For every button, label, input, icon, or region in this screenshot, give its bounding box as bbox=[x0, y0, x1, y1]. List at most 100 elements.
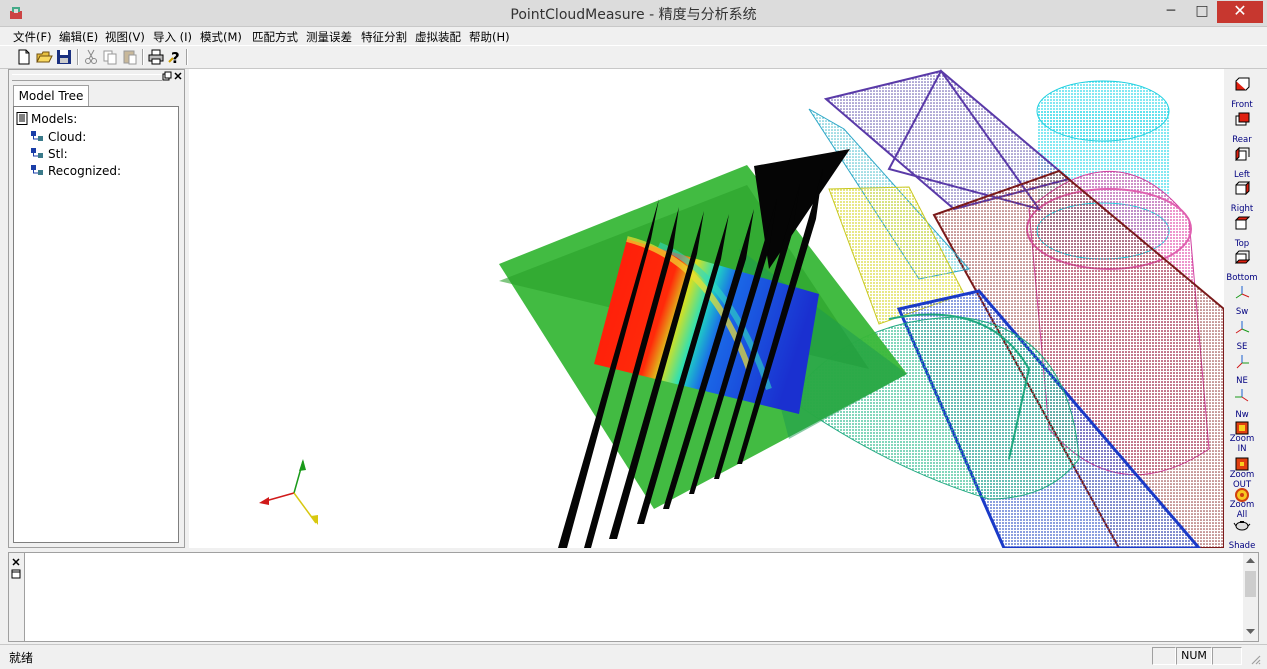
tree-item-stl[interactable]: Stl: bbox=[31, 147, 68, 161]
view-bottom-button[interactable]: Bottom bbox=[1225, 250, 1259, 284]
cube-bottom-icon bbox=[1234, 250, 1251, 264]
menu-mode[interactable]: 模式(M) bbox=[200, 30, 242, 44]
view-rear-button[interactable]: Rear bbox=[1225, 112, 1259, 146]
help-icon[interactable]: ? bbox=[166, 48, 184, 66]
axes-nw-icon bbox=[1235, 389, 1249, 402]
paste-icon[interactable] bbox=[121, 48, 139, 66]
view-label: Right bbox=[1230, 204, 1254, 214]
view-sw-button[interactable]: Sw bbox=[1225, 284, 1259, 318]
tree-item-recognized[interactable]: Recognized: bbox=[31, 164, 121, 178]
tree-item-label: Models: bbox=[31, 112, 78, 126]
svg-text:?: ? bbox=[171, 49, 180, 66]
tree-item-label: Stl: bbox=[48, 147, 68, 161]
zoom-all-icon bbox=[1235, 488, 1249, 502]
status-text: 就绪 bbox=[9, 651, 34, 665]
zoom-all-button[interactable]: Zoom All bbox=[1225, 487, 1259, 521]
view-ne-button[interactable]: NE bbox=[1225, 353, 1259, 387]
view-label: Zoom OUT bbox=[1229, 470, 1255, 490]
print-icon[interactable] bbox=[147, 48, 165, 66]
view-label: Top bbox=[1234, 239, 1250, 249]
view-label: Zoom IN bbox=[1229, 434, 1255, 454]
minimize-button[interactable]: ─ bbox=[1166, 3, 1176, 19]
cube-front-icon bbox=[1235, 77, 1250, 91]
menu-segment[interactable]: 特征分割 bbox=[361, 30, 407, 44]
tree-item-label: Recognized: bbox=[48, 164, 122, 178]
title-bar: PointCloudMeasure - 精度与分析系统 ─ □ ✕ bbox=[0, 0, 1267, 27]
status-bar: 就绪 NUM bbox=[0, 644, 1267, 669]
scroll-down-icon[interactable] bbox=[1246, 629, 1255, 635]
maximize-button[interactable]: □ bbox=[1195, 3, 1209, 19]
view-label: Front bbox=[1231, 100, 1253, 110]
cube-right-icon bbox=[1235, 180, 1250, 196]
dock-grip[interactable] bbox=[12, 74, 162, 81]
status-pane-scroll bbox=[1212, 647, 1242, 665]
view-front-button[interactable]: Front bbox=[1225, 77, 1259, 111]
menu-help[interactable]: 帮助(H) bbox=[469, 30, 510, 44]
view-label: Left bbox=[1234, 170, 1250, 180]
view-label: NE bbox=[1236, 376, 1248, 386]
view-label: Nw bbox=[1235, 410, 1249, 420]
resize-grip-icon[interactable] bbox=[1249, 653, 1261, 665]
menu-assembly[interactable]: 虚拟装配 bbox=[415, 30, 461, 44]
view-label: Zoom All bbox=[1229, 500, 1255, 520]
view-label: Bottom bbox=[1226, 273, 1258, 283]
node-icon bbox=[31, 131, 43, 141]
shade-button[interactable]: Shade bbox=[1225, 518, 1259, 552]
save-icon[interactable] bbox=[55, 48, 73, 66]
close-panel-icon[interactable] bbox=[11, 557, 21, 567]
teapot-icon bbox=[1233, 521, 1251, 531]
window-title: PointCloudMeasure - 精度与分析系统 bbox=[510, 7, 757, 23]
toolbar-separator bbox=[142, 49, 144, 65]
view-label: Shade bbox=[1228, 541, 1256, 551]
menu-bar: 文件(F) 编辑(E) 视图(V) 导入 (I) 模式(M) 匹配方式 测量误差… bbox=[0, 27, 1267, 45]
menu-measure[interactable]: 测量误差 bbox=[306, 30, 352, 44]
cube-rear-icon bbox=[1235, 112, 1250, 126]
view-nw-button[interactable]: Nw bbox=[1225, 387, 1259, 421]
tree-item-cloud[interactable]: Cloud: bbox=[31, 130, 86, 144]
zoom-out-icon bbox=[1235, 457, 1249, 471]
tree-item-models[interactable]: Models: bbox=[16, 112, 77, 126]
float-panel-icon[interactable] bbox=[162, 71, 172, 81]
menu-edit[interactable]: 编辑(E) bbox=[59, 30, 99, 44]
close-button[interactable]: ✕ bbox=[1217, 1, 1263, 23]
view-right-button[interactable]: Right bbox=[1225, 180, 1259, 215]
axes-se-icon bbox=[1235, 321, 1250, 334]
view-label: SE bbox=[1236, 342, 1248, 352]
zoom-in-button[interactable]: Zoom IN bbox=[1225, 421, 1259, 455]
view-toolbar: Front Rear Left Right Top Bottom Sw SE N… bbox=[1225, 69, 1259, 551]
scrollbar-thumb[interactable] bbox=[1245, 571, 1256, 597]
3d-viewport[interactable] bbox=[189, 69, 1224, 548]
node-icon bbox=[31, 148, 43, 158]
zoom-out-button[interactable]: Zoom OUT bbox=[1225, 457, 1259, 491]
menu-view[interactable]: 视图(V) bbox=[105, 30, 145, 44]
open-icon[interactable] bbox=[35, 48, 53, 66]
node-icon bbox=[31, 165, 43, 175]
status-pane-caps bbox=[1152, 647, 1176, 665]
status-pane-num: NUM bbox=[1176, 647, 1212, 665]
view-label: Rear bbox=[1232, 135, 1252, 145]
output-panel-dock-bar bbox=[9, 553, 25, 641]
view-top-button[interactable]: Top bbox=[1225, 216, 1259, 250]
menu-import[interactable]: 导入 (I) bbox=[153, 30, 193, 44]
cut-icon[interactable] bbox=[82, 48, 100, 66]
tab-model-tree[interactable]: Model Tree bbox=[13, 85, 89, 106]
menu-file[interactable]: 文件(F) bbox=[13, 30, 52, 44]
float-panel-icon[interactable] bbox=[11, 569, 21, 579]
model-tree-panel: Model Tree Models: Cloud: Stl: Recognize… bbox=[8, 69, 185, 548]
tree-item-label: Cloud: bbox=[48, 130, 87, 144]
toolbar-separator bbox=[186, 49, 188, 65]
app-icon[interactable] bbox=[8, 5, 24, 21]
output-scrollbar[interactable] bbox=[1243, 553, 1258, 641]
view-left-button[interactable]: Left bbox=[1225, 146, 1259, 181]
model-tree: Models: Cloud: Stl: Recognized: bbox=[13, 106, 179, 543]
output-panel bbox=[8, 552, 1259, 642]
cube-left-icon bbox=[1235, 146, 1250, 162]
new-icon[interactable] bbox=[15, 48, 33, 66]
close-panel-icon[interactable] bbox=[173, 71, 183, 81]
axes-sw-icon bbox=[1235, 286, 1250, 299]
scroll-up-icon[interactable] bbox=[1246, 557, 1255, 563]
view-se-button[interactable]: SE bbox=[1225, 319, 1259, 353]
cube-top-icon bbox=[1234, 216, 1251, 230]
menu-match[interactable]: 匹配方式 bbox=[252, 30, 298, 44]
copy-icon[interactable] bbox=[101, 48, 119, 66]
